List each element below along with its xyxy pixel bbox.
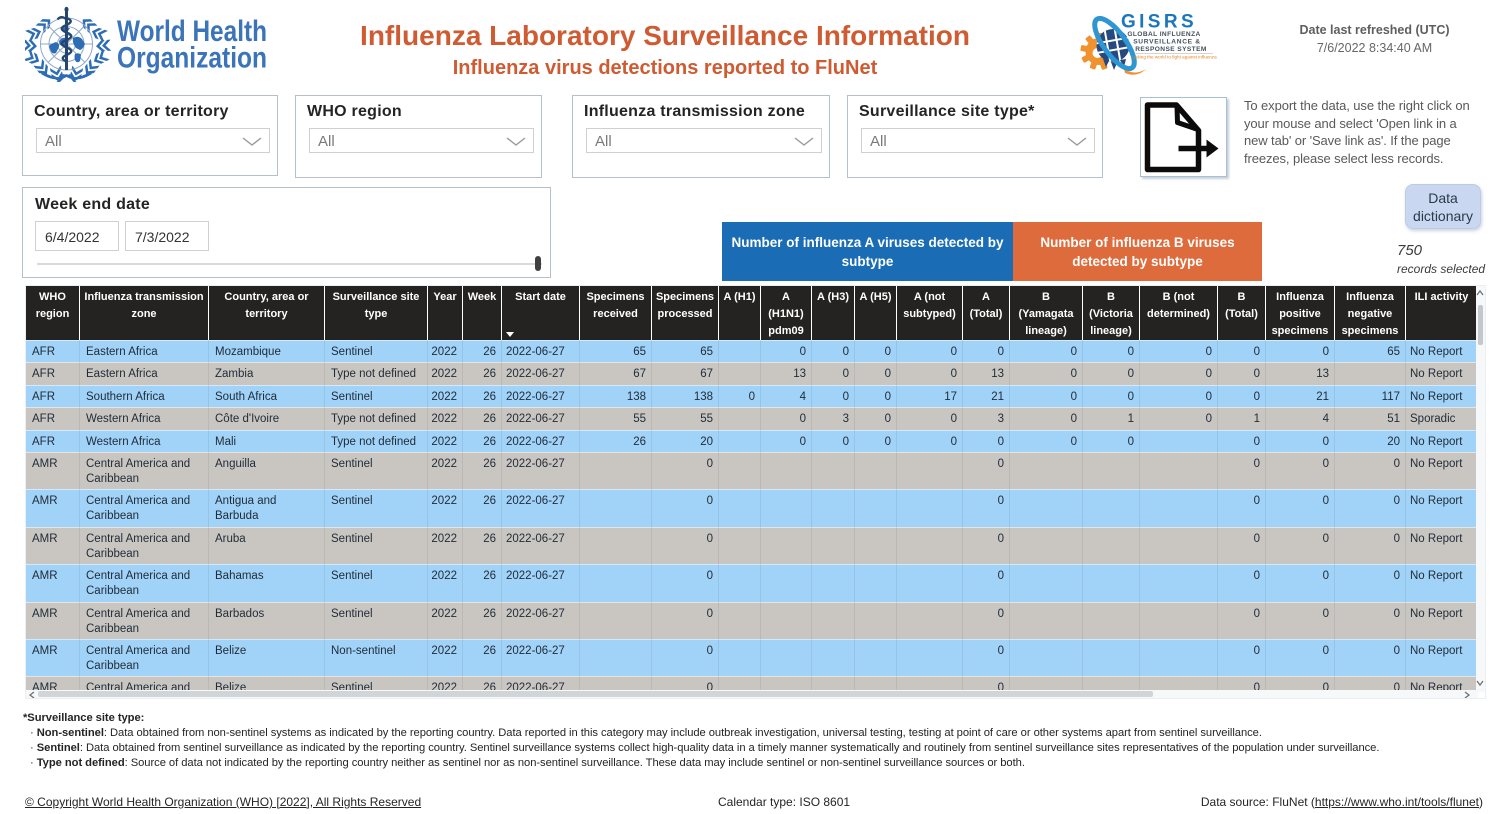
svg-text:GLOBAL INFLUENZA: GLOBAL INFLUENZA <box>1127 31 1200 38</box>
svg-text:World Health: World Health <box>117 15 267 48</box>
svg-text:SURVEILLANCE &: SURVEILLANCE & <box>1133 39 1201 46</box>
svg-text:Organization: Organization <box>117 42 267 75</box>
svg-text:RESPONSE SYSTEM: RESPONSE SYSTEM <box>1135 46 1207 53</box>
svg-text:GISRS: GISRS <box>1121 12 1197 33</box>
svg-text:Linking the world to fight aga: Linking the world to fight against influ… <box>1131 55 1217 60</box>
